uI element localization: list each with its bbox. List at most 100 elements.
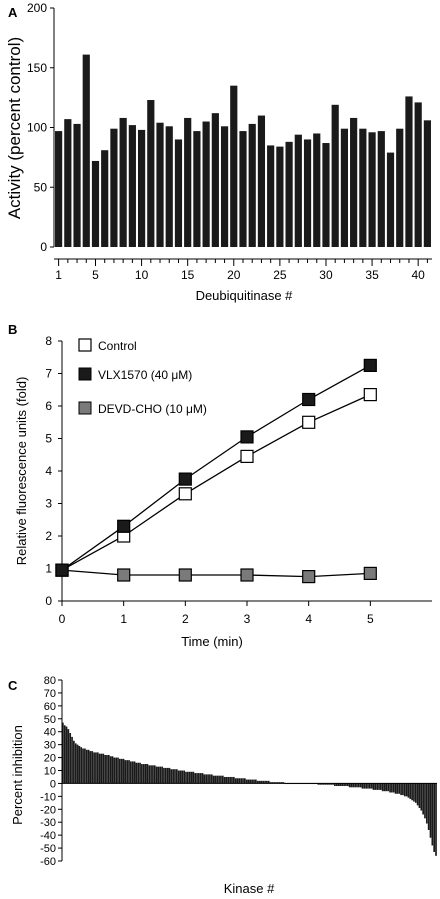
panel-b-x-tick-label: 2: [182, 612, 189, 626]
panel-a-bar: [156, 122, 164, 247]
panel-c-bar: [400, 783, 402, 796]
panel-c-bar: [111, 756, 114, 784]
panel-c-y-tick-label: 40: [44, 727, 56, 739]
panel-a-bar: [340, 128, 349, 247]
panel-a-y-tick-label: 150: [27, 61, 47, 75]
panel-c-bar: [413, 783, 415, 802]
panel-a-bar: [202, 121, 210, 247]
panel-c-bar: [391, 783, 393, 793]
panel-c-bar: [247, 779, 250, 784]
panel-a-bar: [193, 131, 201, 247]
panel-c-bar: [177, 770, 180, 784]
panel-c-bar: [361, 783, 364, 789]
panel-c-bar: [205, 774, 208, 784]
panel-c-bar: [122, 758, 125, 784]
panel-c-bar: [63, 725, 66, 784]
panel-c-y-tick-label: 70: [44, 688, 56, 700]
panel-c-bar: [387, 783, 390, 792]
panel-b-y-tick-label: 7: [45, 367, 52, 381]
panel-c-bar: [416, 783, 419, 806]
panel-c-bar: [282, 782, 285, 784]
panel-c-bar: [341, 783, 344, 787]
panel-c-bar: [137, 762, 140, 784]
panel-c-bar: [74, 743, 77, 784]
panel-a-y-tick-label: 50: [34, 180, 48, 194]
panel-c-bar: [168, 767, 171, 784]
panel-c-bar: [183, 770, 186, 784]
panel-c-bar: [218, 775, 220, 784]
panel-c-bar: [243, 778, 246, 784]
panel-c-bar: [319, 783, 322, 785]
panel-a-bar: [322, 143, 330, 247]
panel-c-y-tick-label: -30: [40, 817, 56, 829]
panel-c-y-tick-label: 60: [44, 701, 56, 713]
panel-b-y-tick-label: 0: [45, 594, 52, 608]
panel-c-bar: [275, 782, 277, 784]
panel-c-bar: [405, 783, 408, 797]
panel-b-data-point: [363, 388, 377, 402]
panel-c-bar: [398, 783, 401, 794]
panel-c-y-tick-label: -50: [40, 843, 56, 855]
panel-a-bar: [368, 132, 376, 247]
panel-c-bar: [334, 783, 336, 787]
panel-c-bar: [236, 778, 239, 784]
panel-c-bar: [164, 767, 167, 784]
panel-c-bar: [255, 779, 257, 784]
panel-a-bar: [396, 128, 404, 247]
panel-c-bar: [389, 783, 391, 793]
panel-c-bar: [258, 780, 261, 784]
panel-c-bar: [407, 783, 410, 798]
panel-a-x-tick-label: 5: [92, 268, 99, 282]
panel-c-bar: [102, 753, 105, 784]
panel-c-bar: [234, 778, 237, 784]
panel-c-bar: [126, 760, 129, 784]
panel-b-data-point: [363, 358, 377, 372]
panel-a-y-tick-label: 100: [27, 121, 47, 135]
panel-c-bar: [71, 736, 73, 784]
panel-c-bar: [374, 783, 377, 790]
panel-c-bar: [357, 783, 360, 788]
panel-c-bar: [98, 753, 101, 784]
panel-a-x-tick-label: 35: [365, 268, 379, 282]
panel-b-letter: B: [8, 322, 17, 337]
panel-c-bar: [328, 783, 331, 785]
panel-c-bar: [76, 744, 79, 784]
panel-c-bar: [418, 783, 421, 808]
panel-c-bar: [260, 780, 263, 784]
panel-c-bar: [210, 774, 213, 784]
panel-c-bar: [62, 722, 64, 784]
panel-c-y-tick-label: -40: [40, 830, 56, 842]
panel-a-bar: [423, 120, 431, 247]
panel-c-y-tick-label: 80: [44, 675, 56, 687]
panel-b-data-point: [302, 415, 316, 429]
legend-label-devd-cho: DEVD-CHO (10 μM): [98, 402, 207, 416]
panel-b: B Relative fluorescence units (fold) Tim…: [8, 322, 432, 649]
panel-c-bar: [201, 773, 204, 784]
panel-c-bar: [323, 783, 325, 785]
panel-a-bar: [211, 113, 219, 247]
panel-c: C Percent inhibition Kinase # 8070605040…: [8, 675, 437, 896]
panel-c-bar: [170, 769, 173, 784]
panel-c-bar: [409, 783, 412, 799]
panel-b-y-tick-label: 8: [45, 334, 52, 348]
panel-c-bar: [249, 779, 252, 784]
panel-c-bar: [187, 771, 189, 784]
panel-c-bar: [402, 783, 404, 796]
panel-c-y-tick-label: 0: [50, 778, 56, 790]
panel-c-bar: [269, 782, 272, 784]
panel-c-bar: [271, 782, 274, 784]
panel-c-bar: [198, 773, 200, 784]
panel-a-y-tick-label: 200: [27, 1, 47, 15]
panel-c-bar: [229, 776, 231, 784]
panel-c-bar: [124, 760, 127, 784]
panel-a-bar: [184, 117, 192, 247]
panel-a-x-label: Deubiquitinase #: [196, 288, 294, 303]
panel-c-bar: [324, 783, 327, 785]
panel-c-bar: [96, 752, 99, 784]
panel-c-y-tick-label: 30: [44, 740, 56, 752]
panel-c-bar: [181, 770, 184, 784]
panel-c-bar: [280, 782, 283, 784]
panel-c-bar: [411, 783, 413, 801]
panel-c-bar: [394, 783, 397, 794]
